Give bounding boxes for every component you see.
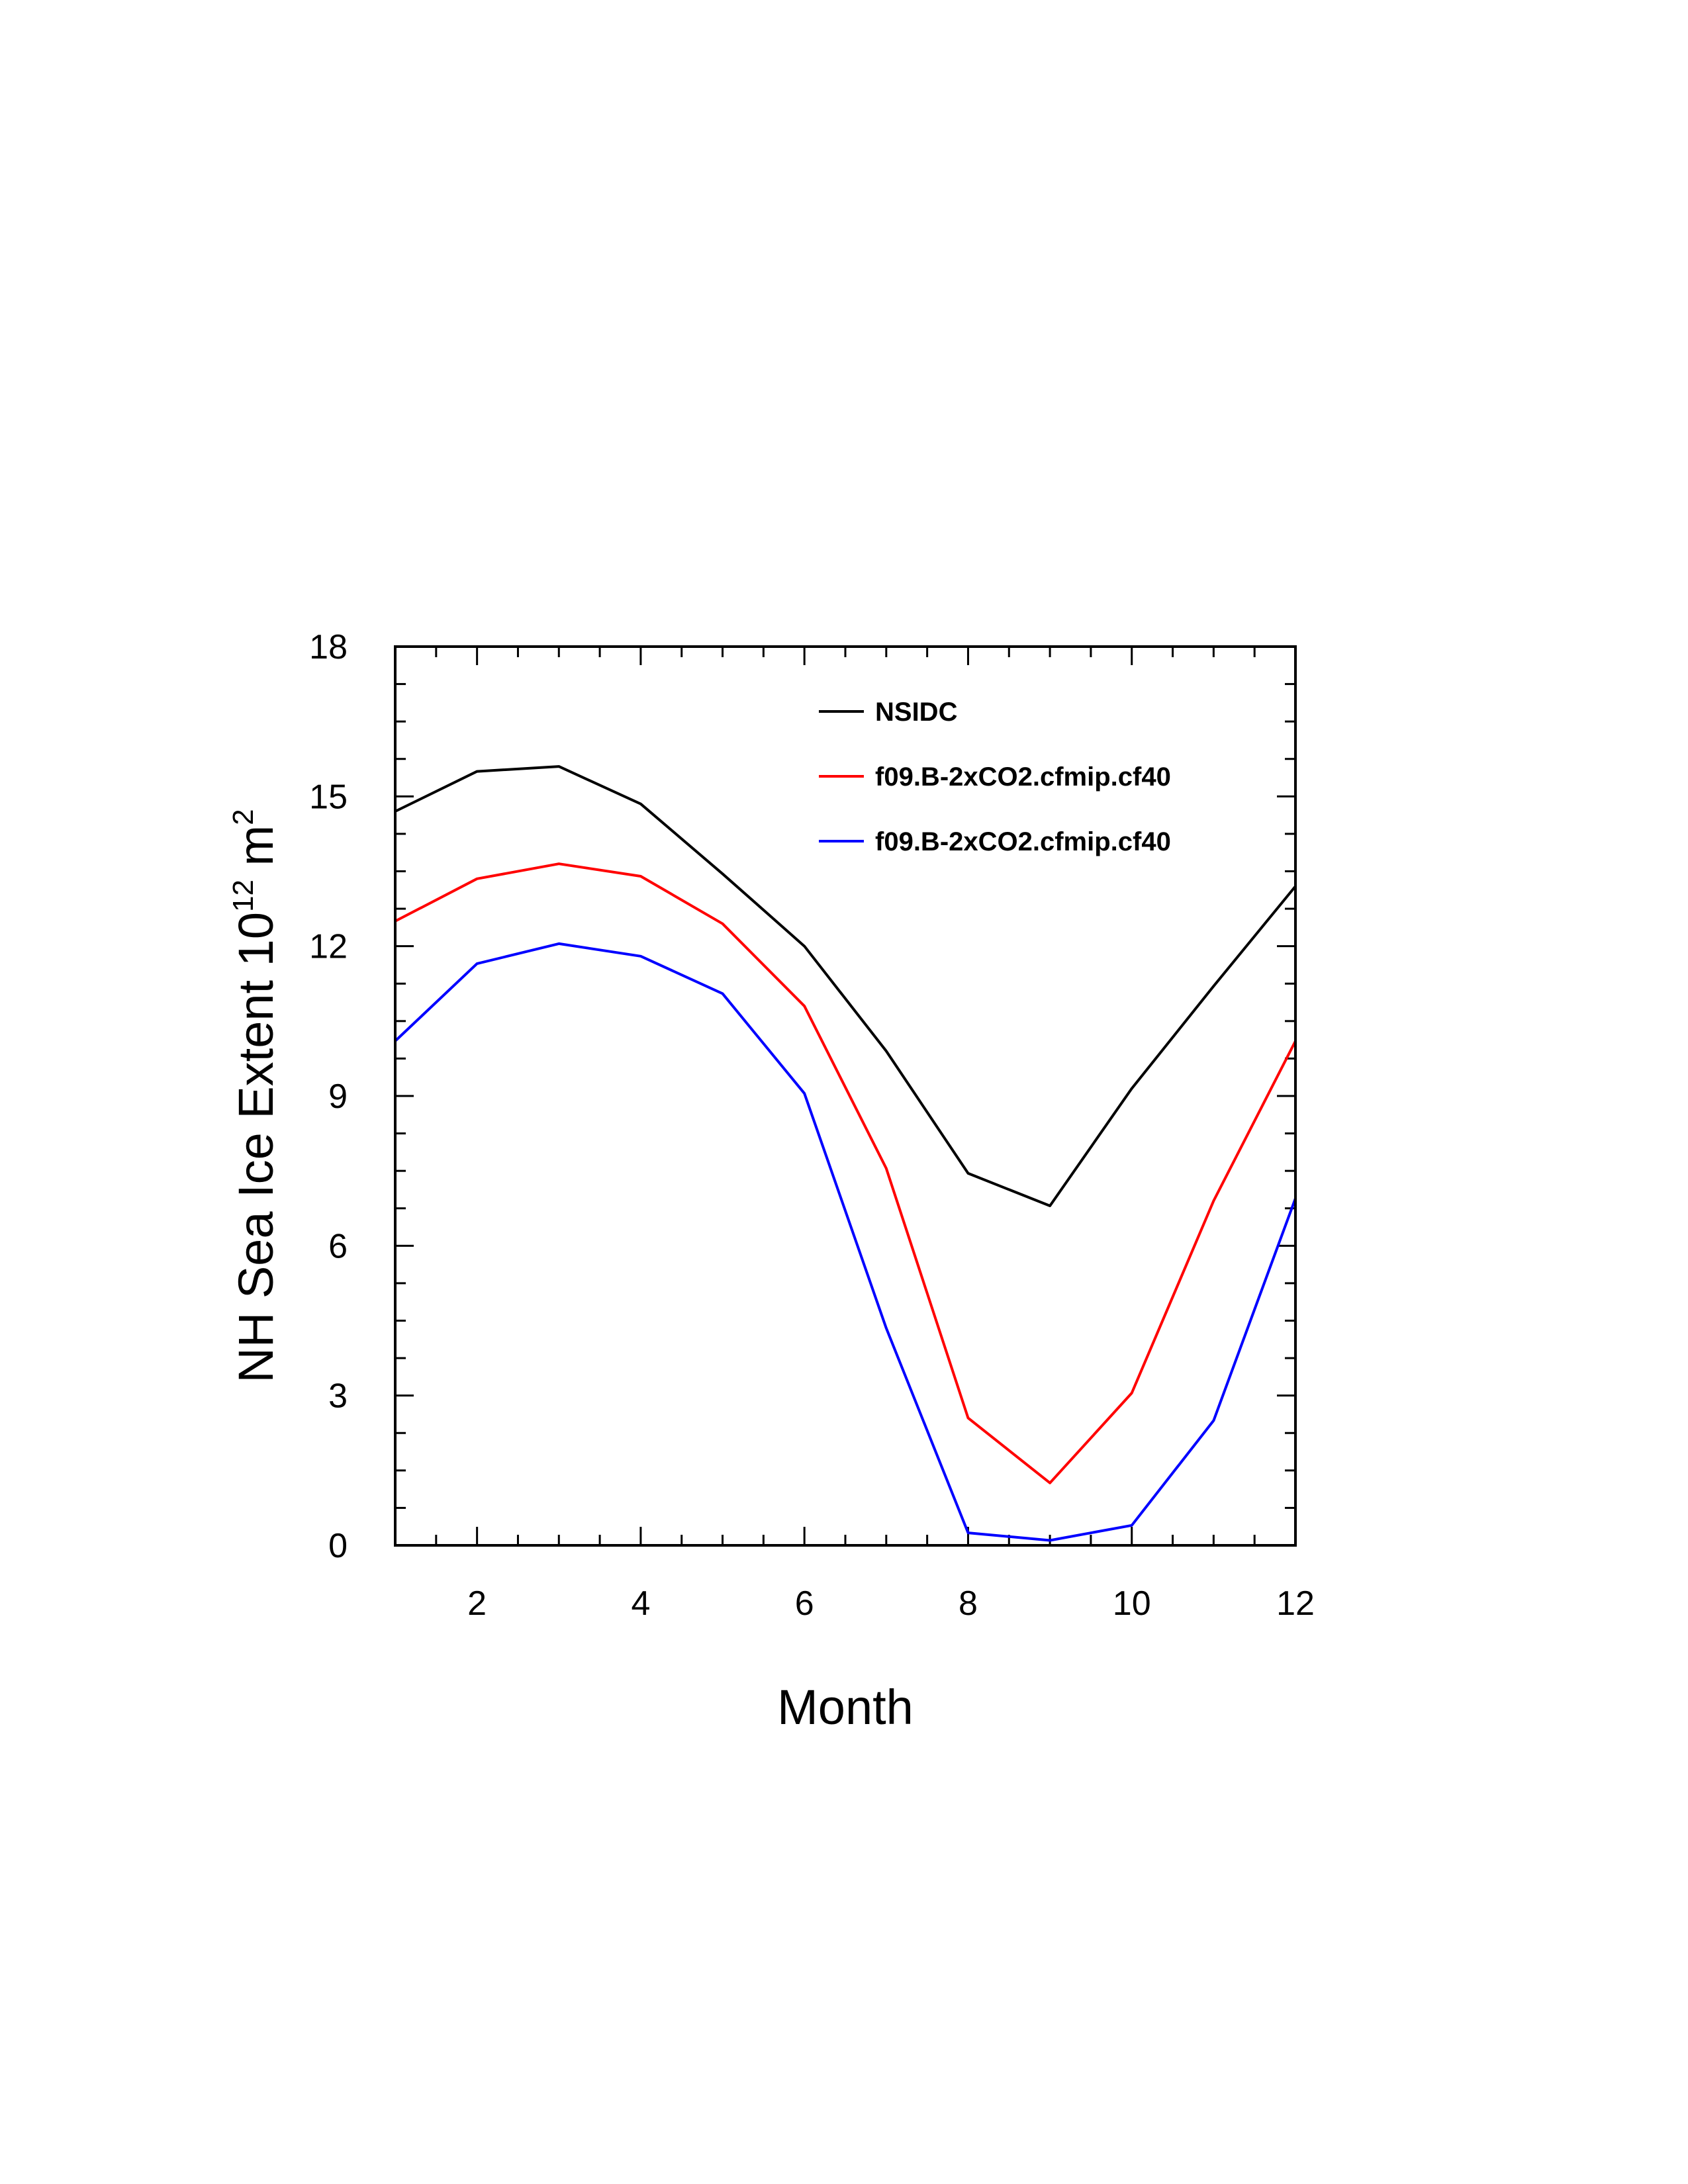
legend-label: NSIDC — [875, 698, 957, 727]
y-tick-label: 15 — [309, 778, 348, 816]
y-axis-title-exponent1: 12 — [227, 880, 259, 912]
y-axis-title-prefix: NH Sea Ice Extent 10 — [228, 912, 283, 1383]
x-axis-title: Month — [777, 1680, 914, 1735]
x-tick-label: 2 — [467, 1584, 487, 1623]
y-tick-label: 18 — [309, 628, 348, 666]
y-tick-label: 6 — [328, 1227, 348, 1265]
legend: NSIDC f09.B-2xCO2.cfmip.cf40 f09.B-2xCO2.c… — [819, 698, 1171, 856]
series-line-1 — [395, 765, 1297, 1207]
x-tick-label: 12 — [1276, 1584, 1315, 1623]
y-tick-label: 3 — [328, 1377, 348, 1416]
series-line-3 — [394, 942, 1297, 1542]
plot-frame — [394, 645, 1297, 1547]
series-line-2 — [395, 862, 1297, 1484]
series-layer — [394, 765, 1297, 1542]
x-tick-label: 8 — [959, 1584, 978, 1623]
legend-label: f09.B-2xCO2.cfmip.cf40 — [875, 762, 1171, 792]
legend-label: f09.B-2xCO2.cfmip.cf40 — [875, 827, 1171, 856]
y-axis-title-exponent2: 2 — [227, 809, 259, 825]
y-tick-label: 0 — [328, 1527, 348, 1565]
x-tick-label: 10 — [1113, 1584, 1151, 1623]
tick-labels: 2 4 6 8 10 12 0 3 6 9 12 15 18 — [309, 628, 1315, 1623]
y-axis-title-middle: m — [228, 825, 283, 880]
y-tick-label: 9 — [328, 1077, 348, 1116]
x-tick-label: 6 — [795, 1584, 814, 1623]
x-tick-label: 4 — [631, 1584, 650, 1623]
y-tick-label: 12 — [309, 928, 348, 966]
y-axis-title: NH Sea Ice Extent 1012 m2 — [227, 809, 283, 1383]
